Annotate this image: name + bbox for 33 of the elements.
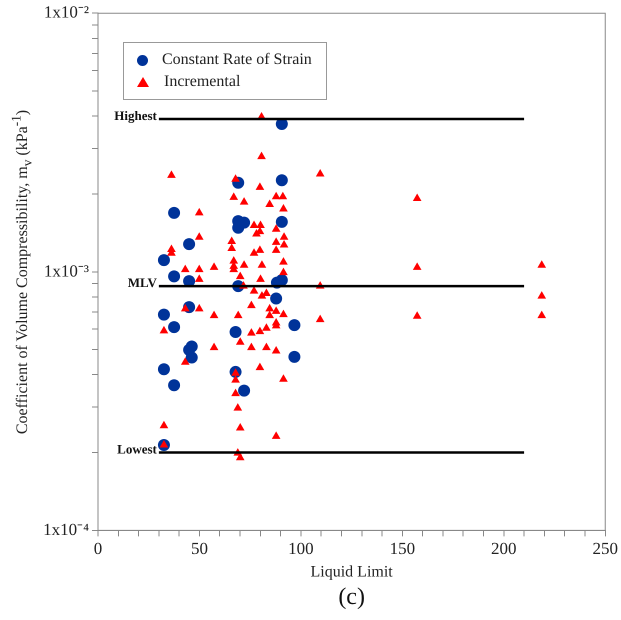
- series-label: Highest: [114, 108, 158, 123]
- point: [276, 216, 288, 228]
- point: [186, 352, 198, 364]
- point: [168, 270, 180, 282]
- x-tick-label: 200: [491, 539, 517, 558]
- y-tick-label: 1x10⁻³: [44, 261, 89, 280]
- x-tick-label: 50: [190, 539, 208, 558]
- point: [158, 363, 170, 376]
- legend-label: Incremental: [164, 73, 240, 91]
- x-tick-label: 0: [94, 539, 102, 558]
- series-label: MLV: [128, 275, 158, 290]
- point: [158, 254, 170, 266]
- point: [276, 274, 288, 286]
- x-tick-label: 250: [592, 539, 618, 558]
- text: (c): [338, 584, 365, 610]
- x-tick-label: 150: [390, 539, 416, 558]
- point: [288, 319, 300, 332]
- point: [158, 308, 170, 321]
- y-tick-label: 1x10⁻²: [44, 2, 89, 22]
- point: [288, 350, 300, 363]
- point: [238, 384, 250, 397]
- series-label: Lowest: [117, 441, 158, 456]
- legend-label: Constant Rate of Strain: [162, 51, 312, 69]
- point: [270, 292, 282, 305]
- point: [168, 206, 180, 219]
- point: [276, 174, 288, 186]
- point: [183, 238, 196, 250]
- x-tick-label: 100: [288, 539, 314, 558]
- x-axis-title: Liquid Limit: [310, 564, 394, 581]
- point: [168, 379, 180, 392]
- point: [168, 321, 180, 334]
- point: [230, 326, 242, 338]
- y-tick-label: 1x10⁻⁴: [43, 520, 90, 539]
